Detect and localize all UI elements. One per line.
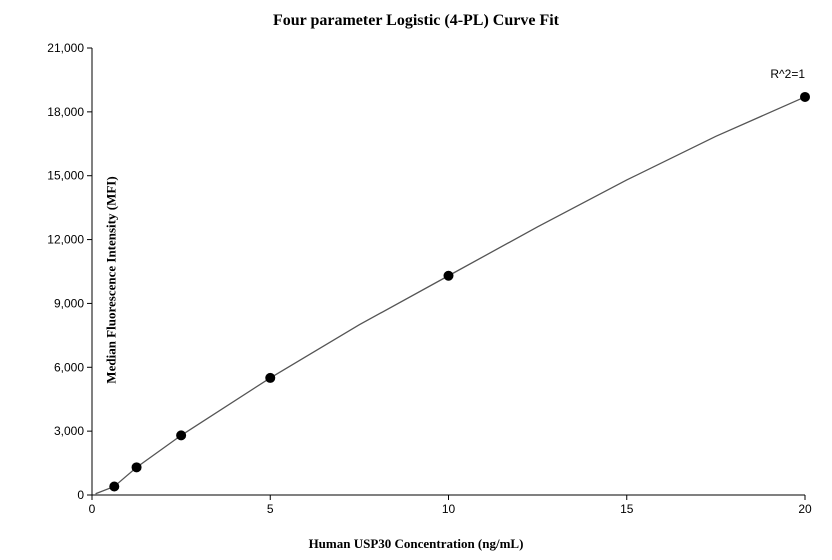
chart-container: Four parameter Logistic (4-PL) Curve Fit… [0,0,832,560]
x-tick-label: 15 [620,502,634,516]
data-marker [109,481,119,491]
chart-svg: 0 3,000 6,000 9,000 12,000 15,000 18,000 21,000… [0,0,832,560]
x-tick-label: 0 [89,502,96,516]
y-tick-label: 9,000 [54,296,84,310]
y-tick-label: 12,000 [47,233,84,247]
r-squared-annotation: R^2=1 [770,67,805,81]
data-marker [265,373,275,383]
y-tick-label: 21,000 [47,41,84,55]
y-tick-label: 0 [77,488,84,502]
y-tick-label: 18,000 [47,105,84,119]
data-marker [800,92,810,102]
data-marker [176,430,186,440]
y-tick-label: 3,000 [54,424,84,438]
data-marker [444,271,454,281]
x-tick-label: 10 [442,502,456,516]
x-tick-label: 20 [798,502,812,516]
data-marker [132,462,142,472]
y-tick-label: 6,000 [54,360,84,374]
fit-curve [96,97,805,494]
x-tick-label: 5 [267,502,274,516]
y-tick-label: 15,000 [47,169,84,183]
